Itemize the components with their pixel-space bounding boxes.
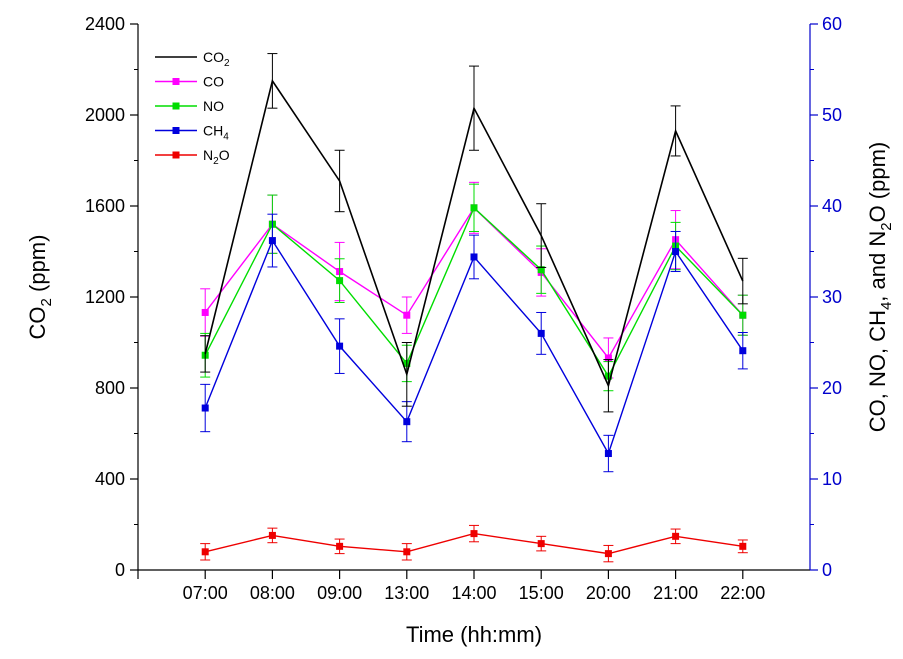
- data-point: [268, 237, 276, 245]
- data-point: [470, 530, 478, 538]
- data-point: [470, 253, 478, 261]
- y-left-tick-label: 2400: [85, 14, 125, 34]
- data-point: [403, 418, 411, 426]
- y-axis-left: 0 400 800 1200 1600 2000 2400: [85, 14, 138, 580]
- data-point: [201, 308, 209, 316]
- data-point: [604, 550, 612, 558]
- y-right-tick-label: 50: [822, 105, 842, 125]
- x-tick-label: 21:00: [653, 583, 698, 603]
- legend-marker: [172, 102, 180, 110]
- data-point: [604, 450, 612, 458]
- x-tick-label: 13:00: [384, 583, 429, 603]
- data-point: [739, 311, 747, 319]
- data-point: [403, 548, 411, 556]
- data-point: [201, 548, 209, 556]
- axis-titles: Time (hh:mm) CO2 (ppm) CO, NO, CH4, and N2…: [25, 142, 895, 647]
- x-tick-label: 15:00: [519, 583, 564, 603]
- data-point: [672, 248, 680, 255]
- legend-label: CH4: [203, 123, 229, 143]
- y-left-tick-label: 800: [95, 378, 125, 398]
- y-right-tick-label: 40: [822, 196, 842, 216]
- data-point: [672, 532, 680, 540]
- y-left-tick-label: 400: [95, 469, 125, 489]
- series-line: [204, 78, 744, 389]
- series-4: [200, 524, 748, 563]
- x-tick-label: 08:00: [250, 583, 295, 603]
- x-axis: 07:00 08:00 09:00 13:00 14:00 15:00 20:00 21:00…: [137, 570, 765, 603]
- legend: CO2 CO NO CH4 N2O: [155, 49, 230, 167]
- data-point: [537, 540, 545, 548]
- data-point: [537, 329, 545, 337]
- data-point: [470, 204, 478, 212]
- data-point: [336, 542, 344, 550]
- legend-marker: [172, 127, 180, 134]
- legend-marker: [172, 78, 180, 85]
- data-point: [604, 354, 612, 362]
- y-right-tick-label: 10: [822, 469, 842, 489]
- series-3: [200, 213, 748, 473]
- y-left-tick-label: 0: [115, 560, 125, 580]
- y-right-tick-label: 60: [822, 14, 842, 34]
- legend-marker: [172, 151, 180, 159]
- y-right-tick-label: 20: [822, 378, 842, 398]
- y-left-tick-label: 2000: [85, 105, 125, 125]
- series-0: [200, 53, 748, 413]
- x-tick-label: 09:00: [317, 583, 362, 603]
- data-point: [268, 531, 276, 539]
- data-point: [537, 266, 545, 274]
- data-point: [403, 311, 411, 319]
- y-left-axis-title: CO2 (ppm): [25, 235, 55, 340]
- data-point: [739, 542, 747, 550]
- x-tick-label: 07:00: [183, 583, 228, 603]
- y-axis-right: 0 10 20 30 40 50 60: [810, 14, 842, 580]
- series-layer: [200, 53, 748, 563]
- y-right-tick-label: 30: [822, 287, 842, 307]
- data-point: [336, 277, 344, 285]
- legend-label: CO: [203, 74, 224, 90]
- y-left-tick-label: 1200: [85, 287, 125, 307]
- y-right-tick-label: 0: [822, 560, 832, 580]
- x-tick-label: 22:00: [720, 583, 765, 603]
- legend-label: CO2: [203, 49, 230, 69]
- y-right-axis-title: CO, NO, CH4, and N2O (ppm): [865, 142, 895, 433]
- x-axis-title: Time (hh:mm): [406, 622, 542, 647]
- y-left-tick-label: 1600: [85, 196, 125, 216]
- series-2: [200, 183, 748, 392]
- legend-label: NO: [203, 98, 224, 114]
- legend-label: N2O: [203, 147, 230, 167]
- x-tick-label: 14:00: [451, 583, 496, 603]
- x-tick-label: 20:00: [586, 583, 631, 603]
- data-point: [336, 342, 344, 350]
- data-point: [201, 404, 209, 412]
- data-point: [739, 347, 747, 355]
